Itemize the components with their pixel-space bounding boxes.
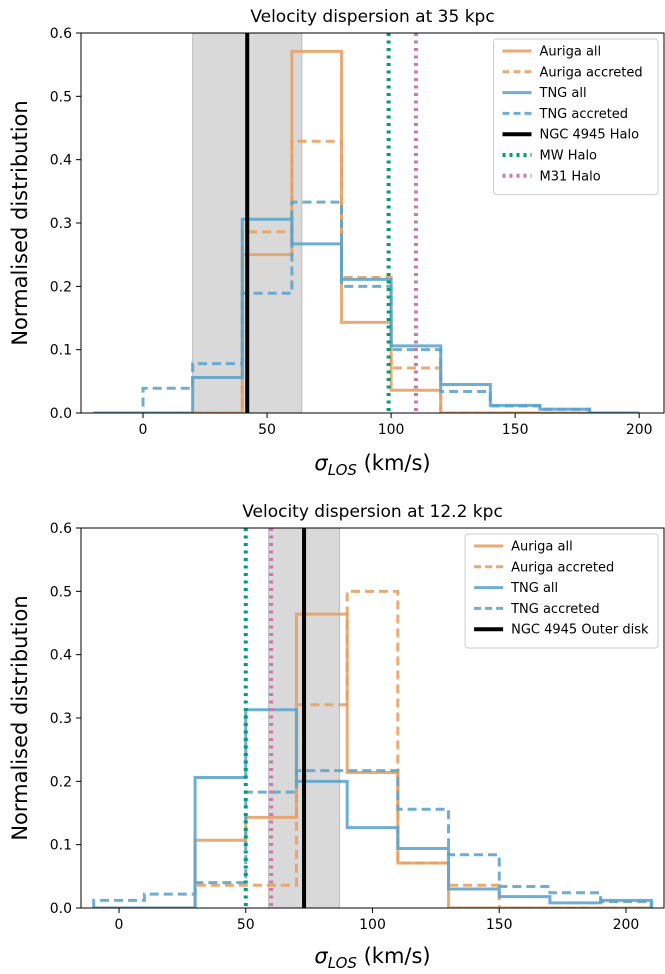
histogram-auriga-all (93, 49, 640, 413)
histogram-tng-all (93, 708, 653, 908)
histogram-tng-accreted (92, 769, 653, 908)
y-tick-label: 0.3 (50, 711, 72, 727)
y-tick-label: 0.6 (50, 26, 72, 42)
legend-box (464, 533, 659, 649)
plot-area (92, 528, 653, 908)
legend: Auriga all Auriga accreted TNG all TNG accr… (464, 533, 659, 649)
x-tick-label: 200 (626, 422, 653, 438)
x-axis-unit: (km/s) (357, 944, 431, 968)
legend-label: Auriga all (511, 540, 573, 555)
y-axis-label: Normalised distribution (8, 100, 32, 345)
legend-label: TNG all (539, 86, 587, 101)
legend-label: TNG accreted (510, 602, 600, 617)
legend-label: Auriga accreted (511, 560, 614, 575)
x-axis-symbol: σ (314, 944, 328, 968)
histogram-tng-all (93, 217, 640, 413)
legend-label: NGC 4945 Outer disk (511, 623, 649, 638)
x-tick-label: 150 (486, 917, 513, 933)
x-axis-label: σLOS (km/s) (314, 944, 430, 972)
legend-label: NGC 4945 Halo (540, 128, 640, 143)
y-tick-label: 0.4 (50, 153, 72, 169)
y-tick-label: 0.4 (50, 648, 72, 664)
panel-35kpc: 0 50 100 150 200 0.0 0.1 0.2 0.3 0.4 0.5 0.6 Velocit… (8, 7, 665, 479)
panel-12-2kpc: 0 50 100 150 200 0.0 0.1 0.2 0.3 0.4 0.5 0.6 Velocit… (8, 502, 665, 972)
x-tick-label: 0 (139, 422, 148, 438)
chart-title: Velocity dispersion at 12.2 kpc (242, 502, 503, 522)
legend: Auriga all Auriga accreted TNG all TNG accr… (493, 38, 659, 196)
chart-title: Velocity dispersion at 35 kpc (250, 7, 494, 27)
y-tick-label: 0.5 (50, 584, 72, 600)
x-tick-label: 50 (258, 422, 276, 438)
y-tick-label: 0.3 (50, 216, 72, 232)
x-axis-label: σLOS (km/s) (314, 451, 430, 479)
y-axis-label: Normalised distribution (8, 595, 32, 840)
legend-label: MW Halo (540, 149, 598, 164)
histogram-tng-accreted (93, 200, 640, 413)
y-tick-label: 0.6 (50, 521, 72, 537)
x-tick-label: 100 (359, 917, 386, 933)
legend-label: Auriga accreted (540, 65, 643, 80)
y-tick-label: 0.0 (50, 901, 72, 917)
x-axis-symbol: σ (314, 451, 328, 475)
legend-label: TNG all (510, 581, 558, 596)
legend-label: M31 Halo (540, 169, 601, 184)
y-tick-label: 0.2 (50, 279, 72, 295)
y-tick-label: 0.1 (50, 343, 72, 359)
legend-label: Auriga all (540, 45, 602, 60)
x-tick-label: 100 (378, 422, 405, 438)
y-tick-label: 0.0 (50, 406, 72, 422)
x-axis-subscript: LOS (328, 954, 358, 972)
x-tick-label: 50 (237, 917, 255, 933)
x-tick-label: 150 (502, 422, 529, 438)
y-tick-label: 0.2 (50, 774, 72, 790)
x-tick-label: 0 (115, 917, 124, 933)
histogram-auriga-all (93, 612, 652, 908)
x-tick-label: 200 (613, 917, 640, 933)
legend-box (493, 38, 659, 196)
legend-label: TNG accreted (539, 107, 629, 122)
x-axis-subscript: LOS (328, 461, 358, 479)
y-tick-label: 0.1 (50, 838, 72, 854)
y-tick-label: 0.5 (50, 89, 72, 105)
x-axis-unit: (km/s) (357, 451, 431, 475)
plot-area (93, 33, 640, 413)
